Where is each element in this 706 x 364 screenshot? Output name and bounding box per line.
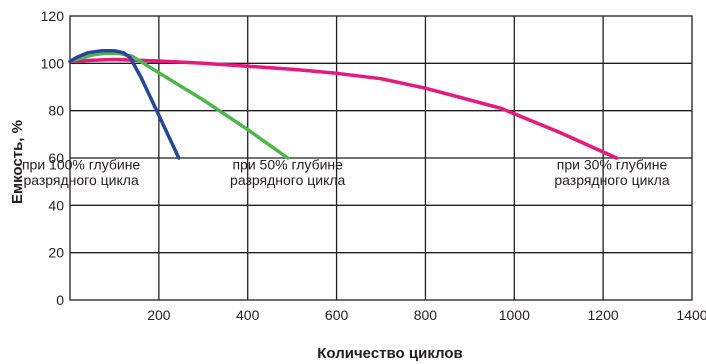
tick-labels: 0 20 40 60 80 100 120 200 400 600 800 1000 1200 1400 — [41, 8, 706, 323]
y-axis-title: Емкость, % — [9, 120, 26, 204]
series-line-1 — [68, 57, 619, 160]
x-tick-label: 1200 — [588, 307, 619, 323]
annotation-1-line-1: при 100% глубине — [22, 156, 140, 172]
annotation-2-line-1: при 50% глубине — [232, 156, 343, 172]
y-tick-label: 100 — [41, 55, 65, 71]
y-tick-label: 0 — [56, 292, 64, 308]
x-tick-label: 1000 — [499, 307, 530, 323]
annotation-3-line-2: разрядного цикла — [554, 172, 669, 188]
y-tick-label: 80 — [48, 103, 64, 119]
series-lines — [68, 49, 619, 160]
annotation-3-line-1: при 30% глубине — [557, 156, 668, 172]
y-tick-label: 60 — [48, 150, 64, 166]
series-line-3 — [68, 49, 181, 160]
y-tick-label: 120 — [41, 8, 65, 24]
x-tick-label: 200 — [147, 307, 171, 323]
y-tick-label: 40 — [48, 197, 64, 213]
x-tick-label: 400 — [236, 307, 260, 323]
annotation-1-line-2: разрядного цикла — [23, 172, 138, 188]
x-tick-label: 1400 — [676, 307, 706, 323]
x-tick-label: 600 — [325, 307, 349, 323]
annotation-2-line-2: разрядного цикла — [230, 172, 345, 188]
x-tick-label: 800 — [414, 307, 438, 323]
x-axis-title: Количество циклов — [317, 345, 462, 362]
y-tick-label: 20 — [48, 245, 64, 261]
